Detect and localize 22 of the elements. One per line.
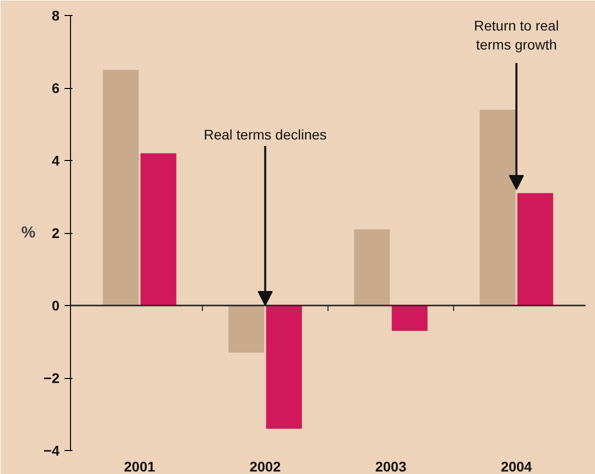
x-tick-label: 2004: [500, 458, 532, 474]
y-tick-label: 8: [52, 8, 60, 24]
y-tick-label: 2: [52, 225, 60, 241]
x-tick-label: 2002: [250, 458, 281, 474]
bar: [228, 306, 264, 353]
annotation: Return to real terms growth: [474, 17, 559, 53]
y-axis-title: %: [21, 224, 36, 242]
bar: [392, 306, 428, 331]
x-tick-label: 2003: [375, 458, 407, 474]
bar: [354, 229, 390, 306]
y-tick-label: −2: [44, 370, 60, 386]
annotation: Real terms declines: [204, 126, 327, 142]
x-tick-label: 2001: [124, 458, 156, 474]
y-tick-label: 6: [52, 80, 60, 96]
y-tick-label: 4: [52, 152, 60, 168]
bar: [517, 193, 554, 306]
y-tick-label: −4: [44, 442, 60, 458]
bar: [266, 306, 302, 429]
bar: [102, 70, 139, 306]
bar: [480, 110, 516, 306]
bar: [140, 153, 176, 306]
y-tick-label: 0: [52, 298, 60, 314]
